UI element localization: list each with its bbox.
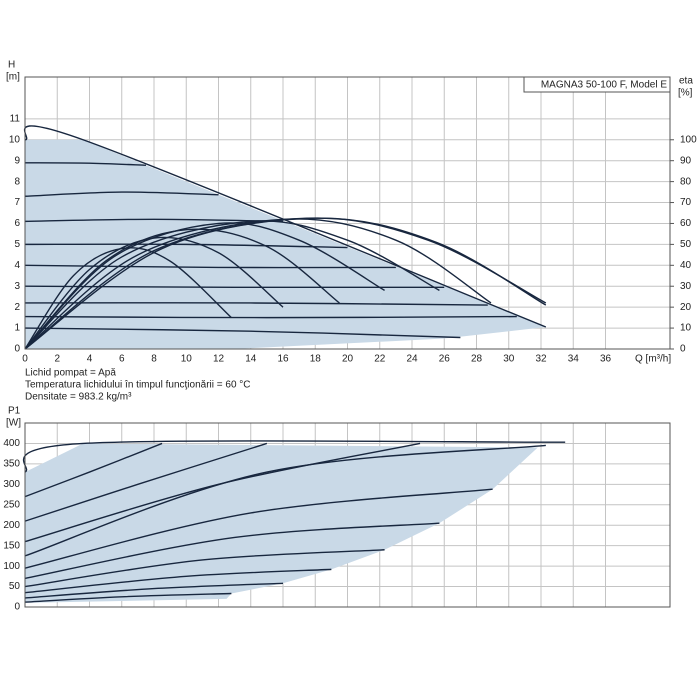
- note: Temperatura lichidului în timpul funcţio…: [25, 380, 251, 391]
- x-tick-label: 22: [374, 354, 386, 365]
- x-tick-label: 16: [277, 354, 289, 365]
- chart-title: MAGNA3 50-100 F, Model E: [541, 80, 667, 91]
- y2-tick-label: 60: [680, 218, 692, 229]
- x-tick-label: 30: [503, 354, 515, 365]
- curve: [24, 191, 219, 197]
- efficiency-curve: [24, 228, 340, 350]
- x-tick-label: 26: [439, 354, 451, 365]
- curve: [24, 582, 284, 599]
- plot-frame: [24, 422, 671, 608]
- efficiency-curve: [24, 220, 440, 350]
- y-tick-label: 350: [3, 459, 20, 470]
- y-axis-unit: [m]: [6, 72, 20, 83]
- x-tick-label: 8: [151, 354, 157, 365]
- x-tick-label: 24: [406, 354, 418, 365]
- curve: [24, 444, 546, 557]
- y-tick-label: 2: [14, 302, 20, 313]
- y-tick-label: 1: [14, 323, 20, 334]
- x-tick-label: 36: [600, 354, 612, 365]
- y-tick-label: 300: [3, 479, 20, 490]
- y-tick-label: 5: [14, 239, 20, 250]
- x-tick-label: 10: [181, 354, 193, 365]
- curve: [24, 243, 348, 249]
- curve: [24, 522, 440, 580]
- y-tick-label: 150: [3, 540, 20, 551]
- y-axis-unit: [W]: [6, 418, 21, 429]
- y2-tick-label: 100: [680, 134, 697, 145]
- x-tick-label: 0: [22, 354, 28, 365]
- curve: [24, 568, 332, 594]
- curve: [24, 327, 461, 339]
- curve: [24, 264, 396, 269]
- y-tick-label: 11: [10, 113, 21, 124]
- efficiency-curve: [24, 222, 385, 350]
- y2-axis-label: eta: [679, 76, 693, 87]
- x-tick-label: 32: [535, 354, 547, 365]
- y2-tick-label: 80: [680, 176, 692, 187]
- efficiency-curve: [24, 217, 547, 350]
- x-tick-label: 2: [54, 354, 60, 365]
- curve: [24, 442, 268, 522]
- y-tick-label: 8: [14, 176, 20, 187]
- y-axis-label: P1: [8, 406, 21, 417]
- y2-tick-label: 90: [680, 155, 692, 166]
- x-tick-label: 28: [471, 354, 483, 365]
- curve: [24, 592, 232, 603]
- y-tick-label: 7: [14, 197, 20, 208]
- y-tick-label: 6: [14, 218, 20, 229]
- y-tick-label: 100: [3, 561, 20, 572]
- note: Lichid pompat = Apă: [25, 368, 116, 379]
- x-axis-label: Q [m³/h]: [635, 354, 671, 365]
- x-tick-label: 14: [245, 354, 257, 365]
- y-tick-label: 10: [9, 134, 21, 145]
- y-tick-label: 3: [14, 281, 20, 292]
- x-tick-label: 6: [119, 354, 125, 365]
- title-box: [523, 76, 671, 93]
- y-tick-label: 9: [14, 155, 20, 166]
- y-tick-label: 0: [14, 344, 20, 355]
- x-tick-label: 18: [310, 354, 322, 365]
- x-tick-label: 34: [568, 354, 580, 365]
- curve: [24, 315, 517, 319]
- y2-tick-label: 50: [680, 239, 692, 250]
- y-axis-label: H: [8, 60, 15, 71]
- curve: [24, 285, 445, 289]
- y-tick-label: 4: [14, 260, 20, 271]
- x-tick-label: 12: [213, 354, 225, 365]
- x-tick-label: 4: [87, 354, 93, 365]
- y-tick-label: 0: [14, 602, 20, 613]
- y2-tick-label: 20: [680, 302, 692, 313]
- x-tick-label: 20: [342, 354, 354, 365]
- y2-tick-label: 0: [680, 344, 686, 355]
- y2-tick-label: 10: [680, 323, 692, 334]
- curve: [24, 488, 493, 569]
- y2-axis-unit: [%]: [678, 88, 693, 99]
- operating-area: [25, 443, 538, 603]
- curve: [22, 440, 566, 473]
- y2-tick-label: 70: [680, 197, 692, 208]
- curve: [24, 442, 163, 498]
- curve: [24, 549, 385, 588]
- y-tick-label: 250: [3, 499, 20, 510]
- y-tick-label: 400: [3, 438, 20, 449]
- curve: [24, 162, 146, 166]
- y2-tick-label: 30: [680, 281, 692, 292]
- y-tick-label: 50: [9, 581, 21, 592]
- y-tick-label: 200: [3, 520, 20, 531]
- note: Densitate = 983.2 kg/m³: [25, 392, 132, 403]
- y2-tick-label: 40: [680, 260, 692, 271]
- plot-frame: [24, 76, 671, 350]
